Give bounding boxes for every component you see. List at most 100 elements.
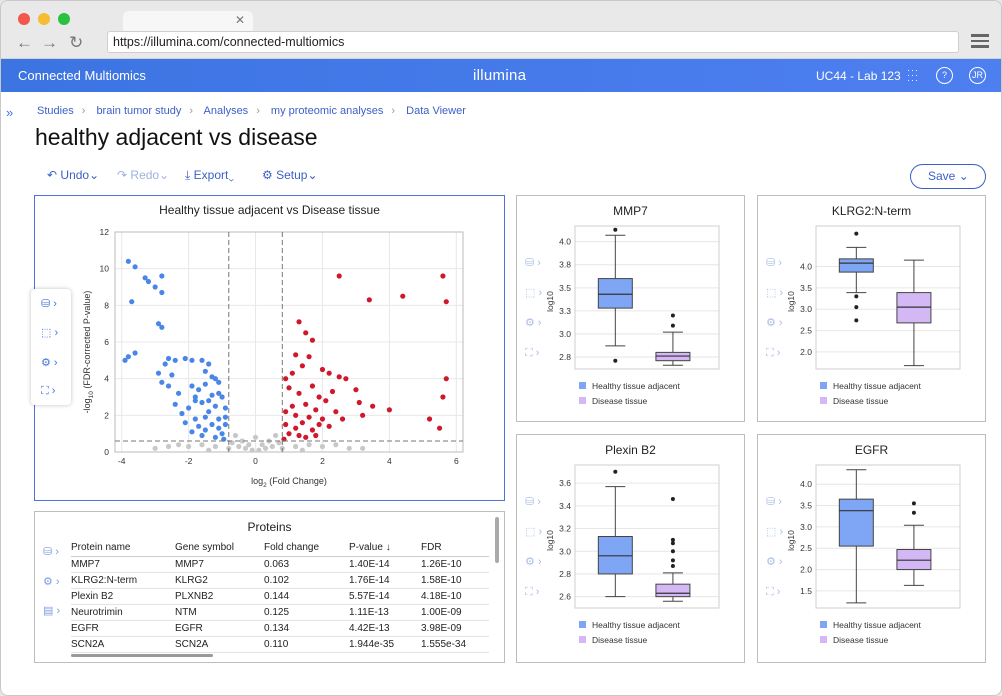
url-bar[interactable]: https://illumina.com/connected-multiomic… xyxy=(107,31,959,53)
boxplot-panel-mmp7[interactable]: MMP7 ⛁ › ⬚ › ⚙ › ⛶ › 2.8 3.0 3.3 3.5 3.8 4.0 log10… xyxy=(516,195,745,422)
boxplot-mmp7[interactable]: ⛁ › ⬚ › ⚙ › ⛶ › 2.8 3.0 3.3 3.5 3.8 4.0 log10 Healt… xyxy=(517,196,744,421)
breadcrumb-study[interactable]: brain tumor study xyxy=(96,105,182,117)
database-icon[interactable]: ⛁ › xyxy=(525,496,541,508)
breadcrumb-my-analyses[interactable]: my proteomic analyses xyxy=(270,105,384,117)
close-window-dot[interactable] xyxy=(18,13,30,25)
database-icon[interactable]: ⛁ › xyxy=(766,496,782,508)
browser-tab[interactable]: ✕ xyxy=(123,11,253,31)
plot-area-border xyxy=(114,231,464,453)
boxplot-egfr[interactable]: ⛁ › ⬚ › ⚙ › ⛶ › 1.5 2.0 2.5 3.0 3.5 4.0 log10 Healt… xyxy=(758,435,985,662)
reload-icon[interactable]: ↻ xyxy=(69,33,84,52)
boxplot-plexin-b2[interactable]: ⛁ › ⬚ › ⚙ › ⛶ › 2.6 2.8 3.0 3.2 3.4 3.6 log10 Healt… xyxy=(517,435,744,662)
lab-name[interactable]: UC44 - Lab 123 xyxy=(816,69,901,83)
table-cell: SCN2A xyxy=(175,636,264,653)
data-point xyxy=(125,258,131,264)
back-arrow-icon[interactable]: ← xyxy=(16,33,33,52)
scatter-plot-icon[interactable]: ⛶ › xyxy=(766,347,781,359)
boxplot-panel-egfr[interactable]: EGFR ⛁ › ⬚ › ⚙ › ⛶ › 1.5 2.0 2.5 3.0 3.5 4.0 log10… xyxy=(757,434,986,663)
data-point xyxy=(222,421,229,428)
gear-icon[interactable]: ⚙ › xyxy=(525,556,542,568)
data-point xyxy=(239,438,245,444)
table-row[interactable]: Neurotrimin NTM 0.125 1.11E-13 1.00E-09 xyxy=(71,604,489,621)
column-header[interactable]: Protein name xyxy=(71,539,175,557)
scatter-plot-icon[interactable]: ⛶ › xyxy=(766,586,781,598)
gear-icon[interactable]: ⚙ › xyxy=(41,357,58,369)
column-header-sorted[interactable]: P-value ↓ xyxy=(349,539,421,557)
table-row[interactable]: SCN2A SCN2A 0.110 1.944e-35 1.555e-34 xyxy=(71,636,489,653)
table-row[interactable]: KLRG2:N-term KLRG2 0.102 1.76E-14 1.58E-10 xyxy=(71,572,489,589)
volcano-plot[interactable]: 0 2 4 6 8 10 12 -4 -2 0 2 4 6 log2 (Fold Change) -log1… xyxy=(35,196,504,500)
boxplot-panel-plexin-b2[interactable]: Plexin B2 ⛁ › ⬚ › ⚙ › ⛶ › 2.6 2.8 3.0 3.2 3.4 3.6… xyxy=(516,434,745,663)
table-cell: Neurotrimin xyxy=(71,604,175,621)
help-icon[interactable]: ? xyxy=(936,67,953,84)
column-header[interactable]: Gene symbol xyxy=(175,539,264,557)
data-point xyxy=(276,440,282,446)
table-cell: 0.125 xyxy=(264,604,349,621)
column-header[interactable]: FDR xyxy=(421,539,489,557)
database-icon[interactable]: ⛁ › xyxy=(766,257,782,269)
horizontal-scrollbar[interactable] xyxy=(71,654,213,657)
data-point xyxy=(242,445,249,451)
scatter-plot-icon[interactable]: ⛶ › xyxy=(525,347,540,359)
legend-swatch xyxy=(579,636,586,643)
database-icon[interactable]: ⛁ › xyxy=(41,298,57,310)
y-tick-label: 2 xyxy=(104,410,109,420)
table-cell: 1.11E-13 xyxy=(349,604,421,621)
browser-menu-icon[interactable] xyxy=(971,34,989,48)
redo-button[interactable]: ↷ Redo⌄ xyxy=(117,168,170,182)
apps-grid-icon[interactable]: ··· ··· ··· xyxy=(907,65,919,85)
table-row[interactable]: MMP7 MMP7 0.063 1.40E-14 1.26E-10 xyxy=(71,556,489,573)
box xyxy=(838,498,874,547)
save-button[interactable]: Save ⌄ xyxy=(910,164,986,189)
vertical-scrollbar[interactable] xyxy=(495,517,499,563)
legend-label: Healthy tissue adjacent xyxy=(833,381,922,391)
selection-icon[interactable]: ⬚ › xyxy=(525,287,542,299)
table-row[interactable]: Plexin B2 PLXNB2 0.144 5.57E-14 4.18E-10 xyxy=(71,588,489,605)
y-axis-label: log10 xyxy=(786,530,796,551)
data-point xyxy=(142,275,148,281)
table-row[interactable]: EGFR EGFR 0.134 4.42E-13 3.98E-09 xyxy=(71,620,489,637)
database-icon[interactable]: ⛁ › xyxy=(525,257,541,269)
minimize-window-dot[interactable] xyxy=(38,13,50,25)
forward-arrow-icon[interactable]: → xyxy=(41,33,58,52)
gear-icon[interactable]: ⚙ › xyxy=(525,317,542,329)
legend-label: Disease tissue xyxy=(833,396,889,406)
expand-sidebar-icon[interactable]: » xyxy=(6,105,14,120)
outlier-point xyxy=(670,549,675,554)
legend-label: Healthy tissue adjacent xyxy=(592,620,681,630)
export-button[interactable]: ⤓ Export⌄ xyxy=(185,168,235,182)
data-point xyxy=(209,392,215,398)
x-axis-label: log2 (Fold Change) xyxy=(251,476,327,489)
data-point xyxy=(199,442,205,448)
boxplot-klrg2[interactable]: ⛁ › ⬚ › ⚙ › ⛶ › 2.0 2.5 3.0 3.5 4.0 log10 Healthy … xyxy=(758,196,985,421)
gear-icon[interactable]: ⚙ › xyxy=(766,556,783,568)
tab-close-icon[interactable]: ✕ xyxy=(234,13,245,27)
y-tick-label: 0 xyxy=(104,447,109,457)
data-point xyxy=(186,443,192,450)
gear-icon[interactable]: ⚙ › xyxy=(43,576,60,588)
table-cell: 1.00E-09 xyxy=(421,604,489,621)
y-tick-label: 10 xyxy=(100,264,110,274)
legend-swatch xyxy=(820,636,827,643)
selection-icon[interactable]: ⬚ › xyxy=(525,526,542,538)
table-icon[interactable]: ▤ › xyxy=(43,605,61,617)
selection-icon[interactable]: ⬚ › xyxy=(766,526,783,538)
database-icon[interactable]: ⛁ › xyxy=(43,546,59,558)
user-avatar[interactable]: JR xyxy=(969,67,986,84)
boxplot-panel-klrg2[interactable]: KLRG2:N-term ⛁ › ⬚ › ⚙ › ⛶ › 2.0 2.5 3.0 3.5 4.0… xyxy=(757,195,986,422)
maximize-window-dot[interactable] xyxy=(58,13,70,25)
scatter-plot-icon[interactable]: ⛶ › xyxy=(525,586,540,598)
column-header[interactable]: Fold change xyxy=(264,539,349,557)
selection-icon[interactable]: ⬚ › xyxy=(766,287,783,299)
scatter-plot-icon[interactable]: ⛶ › xyxy=(41,385,56,397)
data-point xyxy=(293,352,299,358)
breadcrumb-data-viewer[interactable]: Data Viewer xyxy=(406,105,466,117)
breadcrumb-studies[interactable]: Studies xyxy=(37,105,74,117)
gear-icon[interactable]: ⚙ › xyxy=(766,317,783,329)
volcano-tool-menu: ⛁ › ⬚ › ⚙ › ⛶ › xyxy=(31,289,71,405)
selection-icon[interactable]: ⬚ › xyxy=(41,327,59,339)
setup-button[interactable]: ⚙ Setup⌄ xyxy=(262,168,318,182)
breadcrumb-analyses[interactable]: Analyses xyxy=(203,105,249,117)
undo-button[interactable]: ↶ Undo⌄ xyxy=(47,168,100,182)
volcano-plot-panel[interactable]: Healthy tissue adjacent vs Disease tissu… xyxy=(34,195,505,501)
